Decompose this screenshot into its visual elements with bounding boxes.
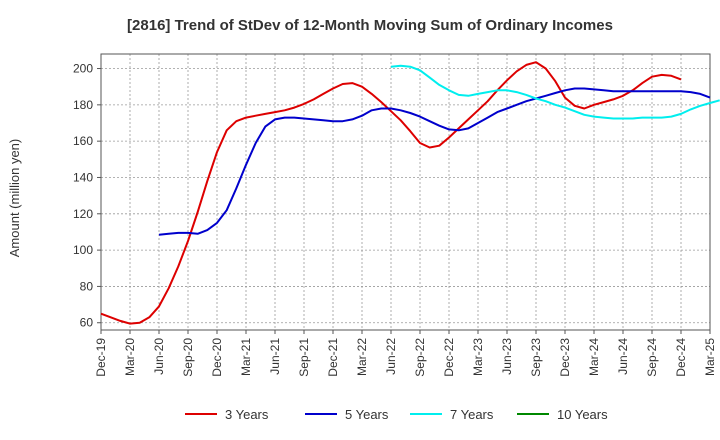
x-tick-label: Sep-24 [645, 338, 659, 377]
y-tick-label: 60 [80, 316, 94, 330]
legend: 3 Years 5 Years 7 Years 10 Years [185, 407, 608, 422]
x-tick-label: Jun-23 [500, 338, 514, 375]
legend-label-3-years: 3 Years [225, 407, 269, 422]
x-tick-label: Dec-20 [210, 338, 224, 377]
x-tick-label: Mar-22 [355, 338, 369, 376]
x-tick-label: Sep-22 [413, 338, 427, 377]
x-tick-label: Jun-24 [616, 338, 630, 375]
y-tick-label: 180 [73, 98, 93, 112]
legend-label-5-years: 5 Years [345, 407, 389, 422]
y-tick-label: 80 [80, 279, 94, 293]
x-tick-label: Sep-21 [297, 338, 311, 377]
x-tick-label: Jun-21 [268, 338, 282, 375]
y-tick-label: 200 [73, 62, 93, 76]
y-tick-label: 100 [73, 243, 93, 257]
grid-lines [100, 54, 711, 330]
x-tick-label: Sep-20 [181, 338, 195, 377]
x-axis-ticks: Dec-19 Mar-20 Jun-20 Sep-20 Dec-20 Mar-21 Jun-… [94, 330, 717, 377]
series-line-3-years [100, 61, 682, 325]
y-tick-label: 160 [73, 134, 93, 148]
chart-title: [2816] Trend of StDev of 12-Month Moving… [127, 17, 613, 34]
x-tick-label: Dec-22 [442, 338, 456, 377]
plot-area-frame [100, 53, 711, 331]
x-tick-label: Jun-22 [384, 338, 398, 375]
y-tick-label: 120 [73, 207, 93, 221]
y-tick-label: 140 [73, 170, 93, 184]
x-tick-label: Dec-23 [558, 338, 572, 377]
x-tick-label: Dec-21 [326, 338, 340, 377]
x-tick-label: Dec-19 [94, 338, 108, 377]
x-tick-label: Mar-21 [239, 338, 253, 376]
x-tick-label: Sep-23 [529, 338, 543, 377]
x-tick-label: Jun-20 [152, 338, 166, 375]
legend-label-7-years: 7 Years [450, 407, 494, 422]
x-tick-label: Mar-23 [471, 338, 485, 376]
x-tick-label: Dec-24 [674, 338, 688, 377]
x-tick-label: Mar-24 [587, 338, 601, 376]
y-axis-ticks: 60 80 100 120 140 160 180 200 [73, 62, 101, 330]
x-tick-label: Mar-20 [123, 338, 137, 376]
series-lines [100, 61, 720, 325]
x-tick-label: Mar-25 [703, 338, 717, 376]
series-line-5-years [158, 87, 711, 236]
y-axis-label: Amount (million yen) [7, 139, 22, 258]
series-line-7-years [390, 64, 720, 120]
legend-label-10-years: 10 Years [557, 407, 608, 422]
